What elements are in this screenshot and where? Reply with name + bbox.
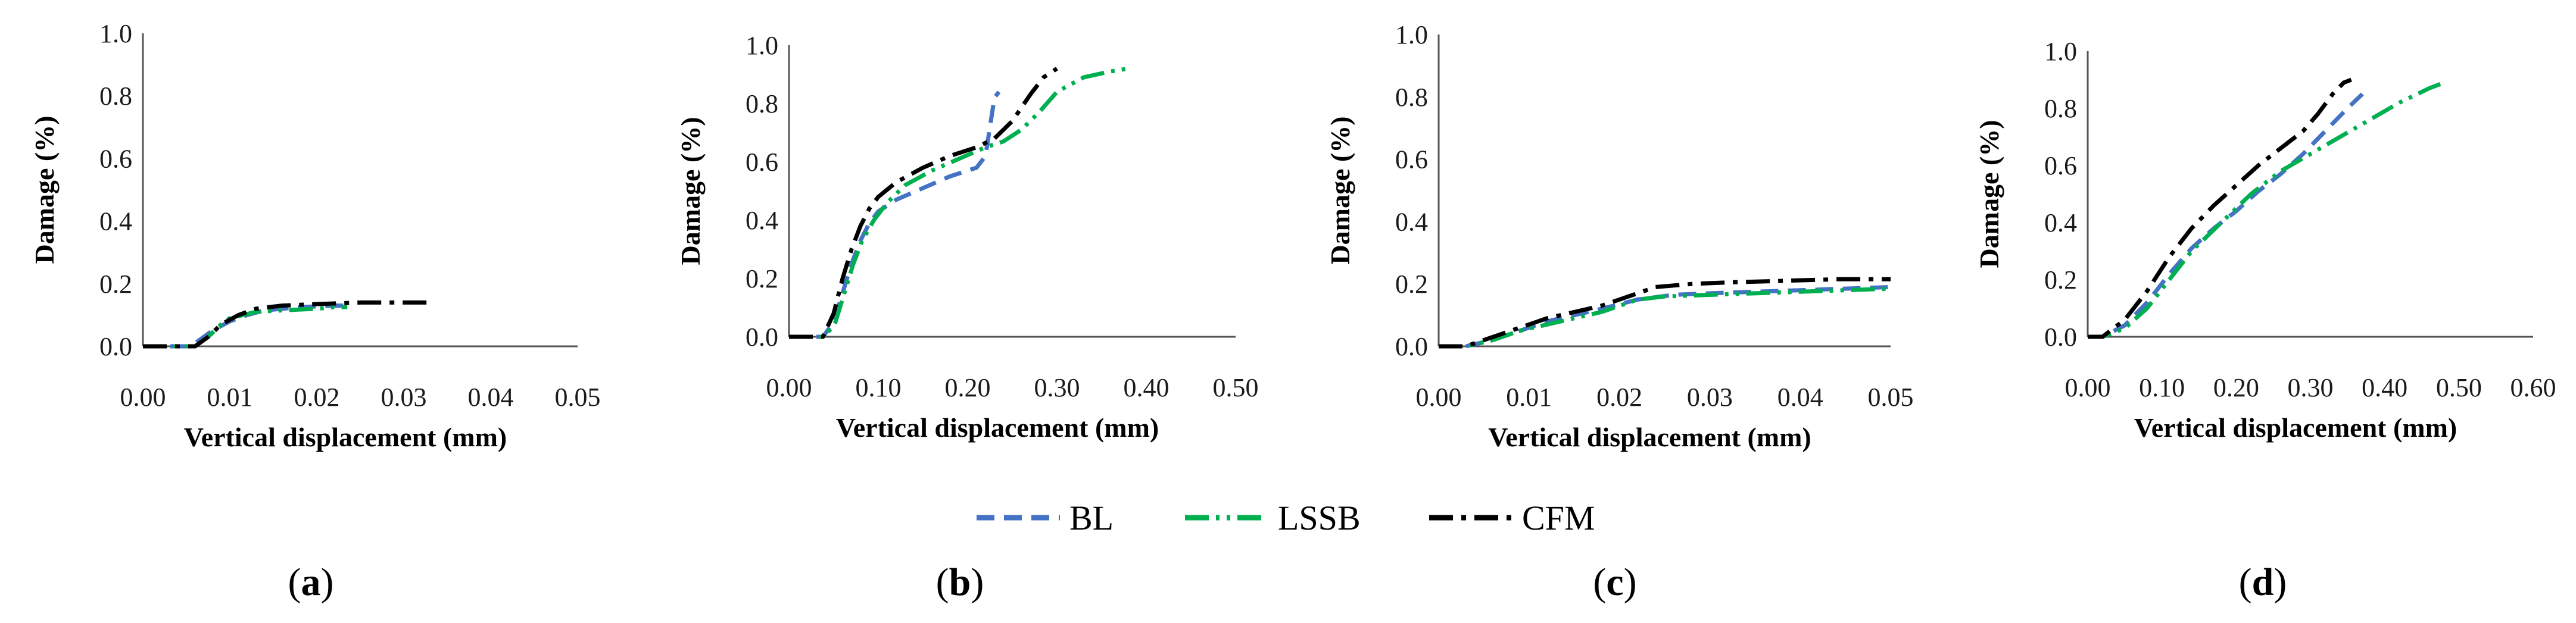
x-tick-label-a: 0.01 bbox=[207, 383, 253, 412]
x-axis-title-d: Vertical displacement (mm) bbox=[2134, 412, 2458, 443]
series-line-cfm-a bbox=[143, 300, 430, 349]
y-tick-label-a: 1.0 bbox=[99, 19, 132, 48]
x-tick-label-c: 0.00 bbox=[1416, 383, 1462, 412]
y-tick-label-c: 0.6 bbox=[1395, 145, 1428, 174]
y-tick-label-b: 0.8 bbox=[746, 89, 778, 118]
series-line-cfm-c bbox=[1439, 277, 1891, 349]
y-tick-label-a: 0.8 bbox=[99, 82, 132, 111]
y-tick-label-b: 0.4 bbox=[746, 206, 778, 235]
y-tick-label-a: 0.2 bbox=[99, 270, 132, 299]
chart-panel-b: 0.0 0.2 0.4 0.6 0.8 1.0 0.00 0.10 0.20 0.30 0.40 0.… bbox=[675, 31, 1259, 443]
x-tick-label-d: 0.30 bbox=[2288, 373, 2334, 402]
series-line-lssb-c bbox=[1439, 286, 1891, 349]
series-line-lssb-b bbox=[789, 66, 1129, 339]
panel-label-c: (c) bbox=[1593, 561, 1636, 604]
y-tick-label-b: 1.0 bbox=[746, 31, 778, 60]
legend-label-cfm: CFM bbox=[1522, 499, 1595, 537]
x-tick-label-b: 0.00 bbox=[766, 373, 812, 402]
x-axis-title-b: Vertical displacement (mm) bbox=[836, 412, 1159, 443]
x-tick-label-c: 0.02 bbox=[1596, 383, 1642, 412]
legend-item-bl: BL bbox=[977, 499, 1114, 537]
chart-panel-a: 0.0 0.2 0.4 0.6 0.8 1.0 0.00 0.01 0.02 0.03 0.04 0.… bbox=[29, 19, 601, 452]
y-tick-label-c: 1.0 bbox=[1395, 20, 1428, 49]
y-tick-label-a: 0.4 bbox=[99, 207, 132, 236]
y-tick-label-c: 0.4 bbox=[1395, 207, 1428, 236]
y-tick-label-b: 0.0 bbox=[746, 323, 778, 352]
series-line-bl-b bbox=[789, 90, 1001, 339]
legend-item-cfm: CFM bbox=[1429, 499, 1595, 537]
panel-label-d: (d) bbox=[2239, 561, 2287, 604]
series-line-bl-a bbox=[143, 303, 352, 349]
x-tick-label-b: 0.50 bbox=[1213, 373, 1259, 402]
legend-label-bl: BL bbox=[1069, 499, 1114, 537]
x-tick-label-b: 0.40 bbox=[1124, 373, 1170, 402]
x-tick-label-d: 0.50 bbox=[2436, 373, 2482, 402]
y-axis-title-a: Damage (%) bbox=[29, 115, 60, 264]
y-tick-label-b: 0.2 bbox=[746, 264, 778, 293]
legend: BL LSSB CFM bbox=[977, 499, 1595, 537]
y-tick-label-d: 0.6 bbox=[2044, 151, 2077, 180]
y-axis-title-b: Damage (%) bbox=[675, 117, 706, 265]
panels: 0.0 0.2 0.4 0.6 0.8 1.0 0.00 0.01 0.02 0.03 0.04 0.… bbox=[29, 19, 2556, 452]
y-tick-label-c: 0.8 bbox=[1395, 83, 1428, 112]
series-line-cfm-d bbox=[2088, 77, 2352, 339]
legend-item-lssb: LSSB bbox=[1185, 499, 1361, 537]
panel-label-a: (a) bbox=[288, 561, 334, 604]
x-tick-label-a: 0.04 bbox=[468, 383, 514, 412]
x-tick-label-d: 0.10 bbox=[2139, 373, 2185, 402]
x-axis-title-c: Vertical displacement (mm) bbox=[1488, 422, 1811, 452]
x-tick-label-c: 0.01 bbox=[1506, 383, 1552, 412]
y-tick-label-d: 0.2 bbox=[2044, 265, 2077, 295]
x-tick-label-b: 0.20 bbox=[945, 373, 991, 402]
legend-label-lssb: LSSB bbox=[1278, 499, 1361, 537]
x-tick-label-d: 0.40 bbox=[2362, 373, 2407, 402]
y-axis-title-c: Damage (%) bbox=[1325, 116, 1355, 264]
x-tick-label-d: 0.00 bbox=[2065, 373, 2111, 402]
y-tick-label-d: 1.0 bbox=[2044, 37, 2077, 66]
panel-label-b: (b) bbox=[936, 561, 984, 604]
y-tick-label-a: 0.0 bbox=[99, 332, 132, 361]
x-tick-label-a: 0.02 bbox=[294, 383, 340, 412]
y-tick-label-d: 0.0 bbox=[2044, 323, 2077, 352]
y-tick-label-c: 0.2 bbox=[1395, 270, 1428, 299]
x-tick-label-d: 0.20 bbox=[2213, 373, 2259, 402]
x-tick-label-c: 0.04 bbox=[1777, 383, 1823, 412]
panel-labels: (a) (b) (c) (d) bbox=[288, 561, 2287, 604]
chart-panel-d: 0.0 0.2 0.4 0.6 0.8 1.0 0.00 0.10 0.20 0.30 0.40 0.… bbox=[1974, 37, 2556, 443]
series-line-cfm-b bbox=[789, 67, 1058, 339]
x-axis-title-a: Vertical displacement (mm) bbox=[184, 422, 507, 452]
x-tick-label-c: 0.05 bbox=[1868, 383, 1914, 412]
y-tick-label-d: 0.8 bbox=[2044, 94, 2077, 123]
series-line-bl-d bbox=[2088, 92, 2364, 339]
x-tick-label-a: 0.03 bbox=[381, 383, 427, 412]
y-axis-title-d: Damage (%) bbox=[1974, 120, 2004, 268]
y-tick-label-b: 0.6 bbox=[746, 148, 778, 177]
y-tick-label-d: 0.4 bbox=[2044, 208, 2077, 237]
x-tick-label-b: 0.10 bbox=[856, 373, 902, 402]
chart-panel-c: 0.0 0.2 0.4 0.6 0.8 1.0 0.00 0.01 0.02 0.03 0.04 0.… bbox=[1325, 20, 1914, 452]
y-tick-label-a: 0.6 bbox=[99, 144, 132, 173]
series-line-lssb-d bbox=[2088, 80, 2445, 339]
x-tick-label-d: 0.60 bbox=[2510, 373, 2556, 402]
x-tick-label-a: 0.05 bbox=[555, 383, 601, 412]
x-tick-label-a: 0.00 bbox=[120, 383, 166, 412]
x-tick-label-c: 0.03 bbox=[1687, 383, 1733, 412]
y-tick-label-c: 0.0 bbox=[1395, 332, 1428, 361]
x-tick-label-b: 0.30 bbox=[1034, 373, 1080, 402]
